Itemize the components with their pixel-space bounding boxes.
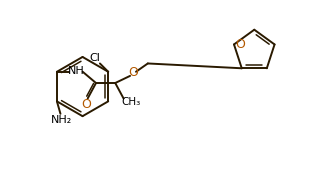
Text: Cl: Cl bbox=[89, 53, 100, 63]
Text: O: O bbox=[82, 98, 91, 111]
Text: O: O bbox=[235, 38, 245, 51]
Text: NH: NH bbox=[68, 66, 84, 76]
Text: NH₂: NH₂ bbox=[51, 115, 72, 125]
Text: CH₃: CH₃ bbox=[121, 97, 140, 107]
Text: O: O bbox=[128, 66, 138, 79]
